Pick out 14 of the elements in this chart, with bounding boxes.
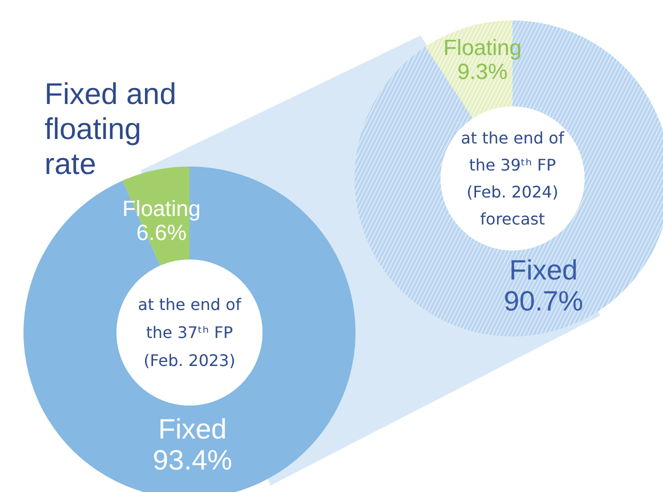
slice-label: Fixed (158, 414, 227, 445)
text: the 37ᵗʰ FP (146, 323, 234, 342)
text: at the end of (460, 128, 564, 148)
slice-label: Floating (443, 34, 522, 60)
chart-title: Fixed and floating rate (44, 78, 176, 181)
data-label: 90.7% (504, 285, 584, 316)
text: (Feb. 2023) (144, 351, 236, 370)
text: the 39ᵗʰ FP (469, 156, 556, 174)
text: at the end of (138, 295, 242, 314)
text: forecast (480, 210, 545, 228)
data-label: 9.3% (457, 59, 508, 84)
text: (Feb. 2024) (466, 182, 558, 202)
data-label: 93.4% (152, 444, 232, 476)
slice-label: Fixed (509, 254, 578, 286)
